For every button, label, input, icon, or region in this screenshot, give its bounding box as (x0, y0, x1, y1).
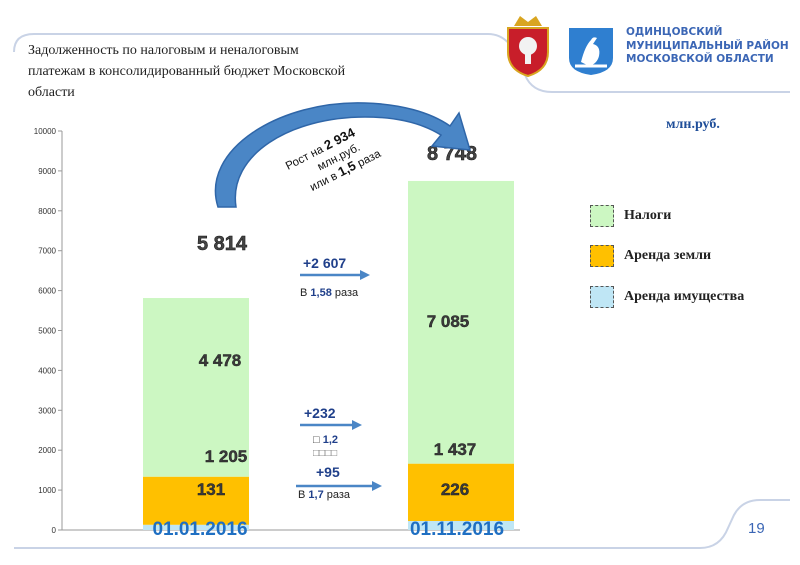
growth-line3-value: 1,5 (335, 158, 358, 180)
land-ratio-prefix: □ (313, 434, 323, 446)
organization-name: ОДИНЦОВСКИЙ МУНИЦИПАЛЬНЫЙ РАЙОН МОСКОВСК… (626, 26, 789, 65)
coat-of-arms-logo (502, 12, 554, 83)
total-label-0: 5 814 (197, 233, 248, 255)
taxes-change-delta: +2 607 (303, 255, 346, 271)
property-ratio-value: 1,7 (308, 489, 323, 501)
taxes-ratio-value: 1,58 (310, 287, 331, 299)
y-tick-label: 9000 (38, 167, 56, 176)
growth-line3-prefix: или в (308, 169, 342, 194)
legend-label-taxes: Налоги (624, 208, 672, 223)
bar-property-1 (408, 520, 514, 530)
data-label-property-0: 131 (197, 480, 225, 499)
taxes-ratio-prefix: В (300, 287, 310, 299)
y-tick-label: 8000 (38, 207, 56, 216)
growth-arrow (214, 102, 472, 208)
bars: 131 1 205 4 478 5 814 01.01.2016 226 1 437 7 08… (143, 143, 514, 540)
y-tick-label: 6000 (38, 287, 56, 296)
bar-taxes-0 (143, 298, 249, 477)
land-change-ratio: □ 1,2 (313, 434, 338, 446)
legend-swatch-property (590, 286, 614, 308)
page-number: 19 (748, 520, 765, 537)
land-change-annotation: +232 □ 1,2 □□□□ (300, 405, 362, 459)
x-category-label-1: 01.11.2016 (410, 519, 504, 540)
data-label-land-0: 1 205 (205, 447, 248, 466)
data-label-property-1: 226 (441, 480, 469, 499)
y-tick-label: 3000 (38, 406, 56, 415)
bar-property-0 (143, 524, 249, 530)
x-category-label-0: 01.01.2016 (152, 519, 247, 540)
data-label-land-1: 1 437 (434, 440, 477, 459)
bar-land-1 (408, 463, 514, 521)
legend-swatch-taxes (590, 205, 614, 227)
property-change-annotation: +95 В 1,7 раза (296, 464, 382, 501)
taxes-ratio-suffix: раза (332, 287, 359, 299)
y-tick-label: 2000 (38, 446, 56, 455)
land-ratio-suffix: □□□□ (313, 448, 337, 459)
taxes-change-ratio: В 1,58 раза (300, 287, 359, 299)
growth-annotation: Рост на 2 934 млн.руб. или в 1,5 раза (284, 124, 383, 194)
legend-label-property: Аренда имущества (624, 289, 745, 304)
page-title: Задолженность по налоговым и неналоговым… (28, 43, 346, 100)
district-emblem-logo (567, 26, 615, 81)
y-tick-label: 4000 (38, 366, 56, 375)
property-ratio-suffix: раза (324, 489, 351, 501)
data-label-taxes-1: 7 085 (427, 312, 470, 331)
y-tick-label: 0 (52, 526, 57, 535)
y-tick-label: 10000 (34, 127, 57, 136)
property-change-ratio: В 1,7 раза (298, 489, 351, 501)
bar-land-0 (143, 476, 249, 525)
taxes-change-annotation: +2 607 В 1,58 раза (300, 255, 370, 299)
legend-label-land: Аренда земли (624, 248, 712, 263)
property-change-delta: +95 (316, 464, 340, 480)
y-tick-label: 7000 (38, 247, 56, 256)
y-tick-label: 1000 (38, 486, 56, 495)
y-tick-label: 5000 (38, 327, 56, 336)
property-ratio-prefix: В (298, 489, 308, 501)
legend-swatch-land (590, 245, 614, 267)
land-change-delta: +232 (304, 405, 336, 421)
unit-label: млн.руб. (666, 117, 720, 132)
bar-taxes-1 (408, 180, 514, 464)
data-label-taxes-0: 4 478 (199, 351, 242, 370)
land-ratio-value: 1,2 (323, 434, 338, 446)
